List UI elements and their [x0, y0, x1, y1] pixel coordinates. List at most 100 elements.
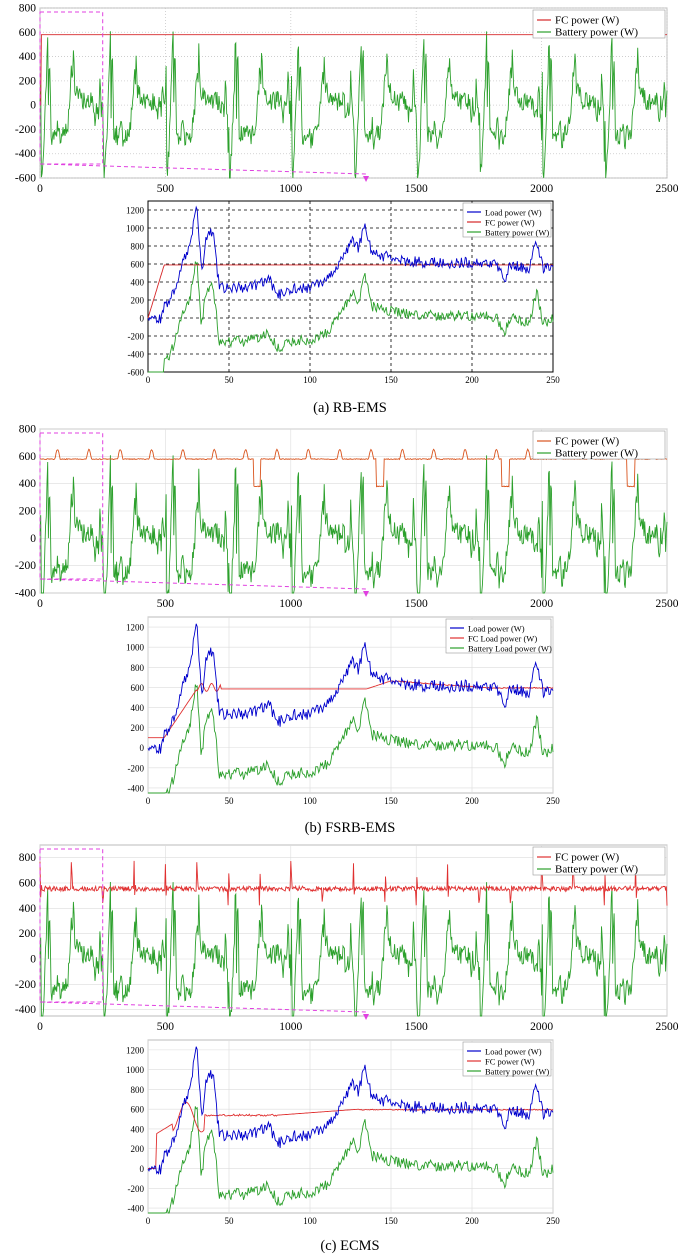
x-tick-label: 50 — [225, 1216, 235, 1226]
panel-c-zoom: 0 50 100 150 200 250 -400 -200 0 200 400 600 800 1000… — [126, 1039, 560, 1226]
series-line-battery-power-w — [148, 261, 554, 373]
y-tick-label: 200 — [131, 1144, 145, 1154]
y-tick-label: 1200 — [126, 206, 145, 216]
x-tick-label: 2000 — [530, 1021, 553, 1033]
y-tick-label: 600 — [131, 683, 145, 693]
y-tick-label: 400 — [131, 278, 145, 288]
legend-label: Battery power (W) — [555, 864, 638, 876]
y-tick-label: 1000 — [126, 1065, 145, 1075]
x-tick-label: 200 — [465, 796, 479, 806]
x-tick-label: 1000 — [279, 1021, 302, 1033]
legend-label: Battery power (W) — [555, 448, 638, 460]
y-tick-label: 200 — [19, 928, 37, 940]
panel-b-zoom: 0 50 100 150 200 250 -400 -200 0 200 400 600 800 1000… — [126, 616, 560, 806]
legend-label: Battery Load power (W) — [468, 644, 552, 654]
legend-label: FC power (W) — [485, 218, 535, 228]
y-tick-label: -200 — [15, 979, 36, 991]
y-tick-label: 600 — [19, 878, 37, 890]
x-tick-label: 50 — [225, 796, 235, 806]
panel-a-zoom: 0 50 100 150 200 250 -600 -400 -200 0 200 400 600 800… — [126, 200, 560, 385]
y-tick-label: 600 — [131, 1105, 145, 1115]
y-tick-label: -400 — [15, 148, 36, 160]
y-tick-label: 600 — [19, 451, 37, 463]
series-line-battery-power-w — [39, 31, 668, 179]
x-tick-label: 500 — [157, 598, 175, 610]
x-tick-label: 150 — [384, 375, 398, 385]
x-tick-label: 1000 — [279, 183, 302, 195]
zoom-connector — [39, 163, 367, 175]
series-line-battery-power-w — [39, 881, 668, 1017]
legend — [532, 430, 666, 460]
y-tick-label: 200 — [131, 296, 145, 306]
x-tick-label: 2000 — [530, 598, 553, 610]
legend-label: FC power (W) — [555, 852, 619, 864]
series-line-load-power-w — [147, 623, 554, 755]
y-tick-label: 0 — [30, 533, 36, 545]
y-tick-label: 0 — [30, 100, 36, 112]
y-tick-label: -200 — [128, 332, 145, 342]
x-tick-label: 500 — [157, 183, 175, 195]
y-tick-label: 400 — [19, 478, 37, 490]
legend — [462, 202, 552, 238]
series-line-battery-power-w — [148, 1106, 554, 1214]
y-tick-label: 600 — [19, 27, 37, 39]
y-tick-label: 200 — [19, 75, 37, 87]
y-tick-label: 600 — [131, 260, 145, 270]
y-tick-label: 800 — [19, 424, 37, 436]
y-tick-label: -600 — [128, 368, 145, 378]
legend — [462, 1041, 552, 1077]
legend-label: Battery power (W) — [485, 228, 549, 238]
zoom-arrow-icon — [363, 1014, 370, 1020]
x-tick-label: 0 — [37, 1021, 43, 1033]
panel-c-overview: 0 500 1000 1500 2000 2500 -400 -200 0 200 400 600 80… — [15, 844, 679, 1033]
zoom-arrow-icon — [363, 176, 370, 182]
y-tick-label: -200 — [128, 1184, 145, 1194]
x-tick-label: 0 — [37, 598, 43, 610]
y-tick-label: 800 — [131, 1085, 145, 1095]
series-line-battery-power-w — [39, 455, 668, 594]
zoom-arrow-icon — [363, 591, 370, 597]
y-tick-label: 400 — [19, 51, 37, 63]
zoom-window — [39, 432, 104, 580]
zoom-window — [39, 11, 104, 165]
y-tick-label: 400 — [19, 903, 37, 915]
y-tick-label: 1000 — [126, 643, 145, 653]
series-line-fc-load-power-w — [148, 680, 554, 739]
x-tick-label: 250 — [546, 375, 560, 385]
x-tick-label: 2500 — [656, 1021, 679, 1033]
legend-label: FC power (W) — [555, 436, 619, 448]
y-tick-label: 200 — [131, 723, 145, 733]
series-line-fc-power-w — [148, 1101, 554, 1169]
x-tick-label: 1000 — [279, 598, 302, 610]
y-tick-label: -400 — [128, 783, 145, 793]
x-tick-label: 0 — [146, 375, 151, 385]
x-tick-label: 2000 — [530, 183, 553, 195]
x-tick-label: 100 — [303, 796, 317, 806]
y-tick-label: 1200 — [126, 1045, 145, 1055]
x-tick-label: 1500 — [405, 598, 428, 610]
x-tick-label: 0 — [146, 796, 151, 806]
y-tick-label: -600 — [15, 173, 36, 185]
y-tick-label: 400 — [131, 703, 145, 713]
x-tick-label: 1500 — [405, 1021, 428, 1033]
caption-c: (c) ECMS — [320, 1238, 379, 1254]
panel-b-overview: 0 500 1000 1500 2000 2500 -400 -200 0 200 400 600 80… — [15, 424, 679, 611]
legend-label: Load power (W) — [468, 624, 525, 634]
x-tick-label: 1500 — [405, 183, 428, 195]
legend-label: Load power (W) — [485, 208, 542, 218]
zoom-window — [39, 848, 104, 1003]
x-tick-label: 150 — [384, 796, 398, 806]
x-tick-label: 100 — [303, 1216, 317, 1226]
caption-a: (a) RB-EMS — [313, 400, 387, 416]
y-tick-label: 800 — [131, 663, 145, 673]
y-tick-label: -400 — [128, 1204, 145, 1214]
series-line-load-power-w — [147, 1046, 554, 1175]
legend-label: FC Load power (W) — [468, 634, 537, 644]
legend — [445, 618, 552, 654]
legend — [532, 9, 666, 39]
zoom-connector — [39, 1001, 367, 1013]
legend-label: FC power (W) — [485, 1057, 535, 1067]
x-tick-label: 0 — [37, 183, 43, 195]
y-tick-label: 1000 — [126, 224, 145, 234]
